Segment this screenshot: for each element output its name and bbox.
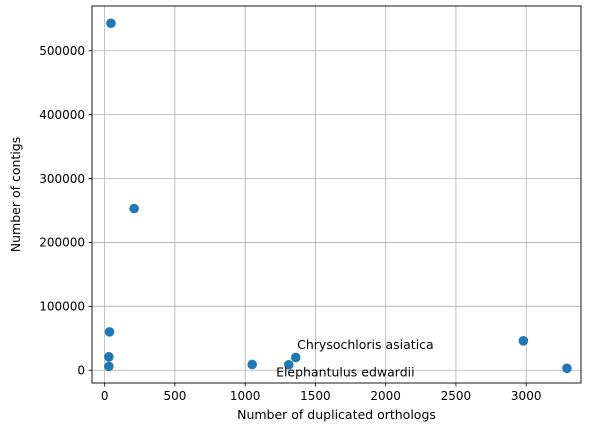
data-point <box>129 203 139 214</box>
y-axis: 0 100000 200000 300000 400000 500000 <box>39 44 92 378</box>
data-point <box>104 327 115 337</box>
point-annotation: Chrysochloris asiatica <box>297 337 434 352</box>
y-tick-label: 300000 <box>39 172 85 186</box>
x-tick-label: 2000 <box>370 389 401 403</box>
y-tick-label: 200000 <box>39 236 85 250</box>
data-point <box>104 352 114 362</box>
data-points <box>104 18 572 374</box>
data-point <box>562 363 572 374</box>
x-tick-label: 2500 <box>441 389 472 403</box>
data-point <box>290 352 301 363</box>
y-tick-label: 0 <box>77 364 85 378</box>
y-tick-label: 400000 <box>39 108 85 122</box>
data-point <box>247 359 257 370</box>
x-tick-label: 0 <box>101 389 109 403</box>
x-tick-label: 500 <box>163 389 186 403</box>
annotations: Chrysochloris asiatica Elephantulus edwar… <box>276 337 434 379</box>
x-tick-label: 1000 <box>230 389 261 403</box>
data-point <box>104 361 114 372</box>
x-tick-label: 1500 <box>300 389 331 403</box>
data-point <box>283 359 294 370</box>
x-tick-label: 3000 <box>511 389 542 403</box>
x-axis: 0 500 1000 1500 2000 2500 3000 <box>101 383 542 403</box>
y-tick-label: 500000 <box>39 44 85 58</box>
plot-frame <box>91 5 582 384</box>
y-tick-label: 100000 <box>39 300 85 314</box>
point-annotation: Elephantulus edwardii <box>276 365 415 380</box>
data-point <box>106 18 116 29</box>
y-axis-title: Number of contigs <box>8 137 23 252</box>
grid <box>92 6 581 383</box>
x-axis-title: Number of duplicated orthologs <box>237 407 436 422</box>
data-point <box>518 336 529 346</box>
